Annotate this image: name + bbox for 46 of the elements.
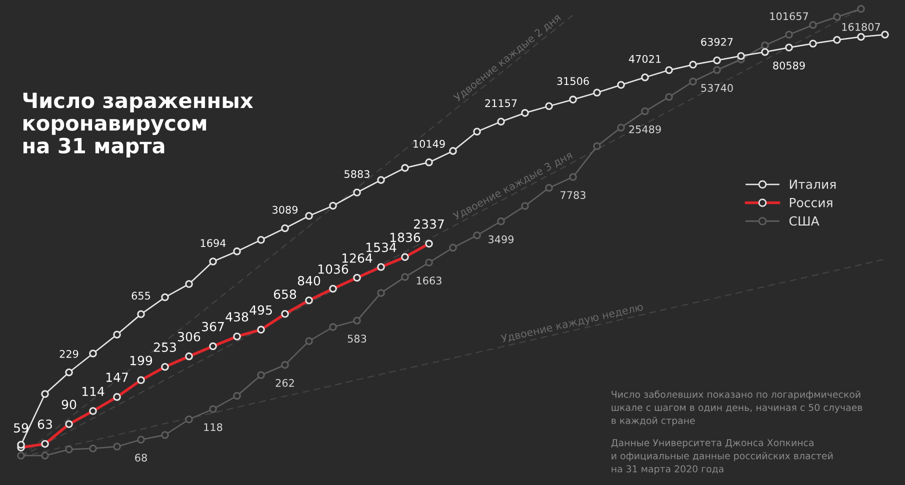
data-label: 262: [276, 379, 294, 387]
data-label: 25489: [629, 125, 661, 134]
data-label: 59: [14, 423, 28, 433]
data-label: 438: [226, 312, 248, 322]
data-label: 63927: [701, 38, 733, 46]
data-label: 1534: [366, 242, 396, 252]
data-label: 495: [250, 305, 272, 315]
data-label: 118: [204, 423, 222, 432]
data-label: 101657: [770, 12, 808, 20]
data-label: 114: [82, 386, 104, 396]
legend-label: Италия: [790, 180, 836, 189]
data-label: 80589: [773, 62, 805, 70]
data-label: 68: [135, 454, 147, 462]
data-label: 5883: [344, 170, 370, 178]
data-label: 655: [132, 292, 150, 300]
data-label: 3089: [272, 206, 298, 214]
annotation: Число заболевших показано по логарифмической шкале с шагом в один день, начиная с 50 случаев в каждой стране: [612, 390, 862, 426]
data-label: 161807: [842, 22, 880, 31]
data-label: 90: [62, 400, 76, 410]
data-label: 53740: [701, 84, 733, 92]
data-label: 306: [178, 332, 200, 342]
data-label: 1663: [416, 276, 442, 284]
data-label: 1264: [342, 253, 372, 263]
data-label: 31506: [557, 77, 589, 86]
text: Число зараженных коронавирусом на 31 марта: [23, 92, 254, 158]
data-label: 367: [202, 322, 224, 332]
data-label: 658: [274, 290, 296, 299]
data-label: 2337: [414, 219, 444, 229]
data-label: 21157: [485, 99, 517, 108]
data-label: 253: [154, 342, 176, 352]
data-label: 1836: [390, 232, 420, 242]
data-label: 3499: [488, 235, 514, 244]
data-label: 229: [60, 350, 78, 358]
data-label: 1036: [318, 264, 348, 274]
data-label: 583: [348, 334, 366, 343]
annotation: Удвоение каждую неделю: [500, 302, 644, 345]
data-label: 147: [106, 372, 128, 382]
annotation: Данные Университета Джонса Хопкинса и официальные данные российских властей на 31 марта 2020 года: [611, 439, 833, 474]
data-label: 47021: [628, 54, 661, 63]
data-label: 1694: [200, 239, 226, 247]
data-label: 63: [38, 420, 52, 429]
legend-label: США: [789, 216, 820, 226]
data-label: 10149: [414, 140, 445, 148]
data-label: 840: [298, 276, 320, 286]
legend-label: Россия: [790, 198, 832, 208]
data-label: 199: [130, 356, 152, 366]
